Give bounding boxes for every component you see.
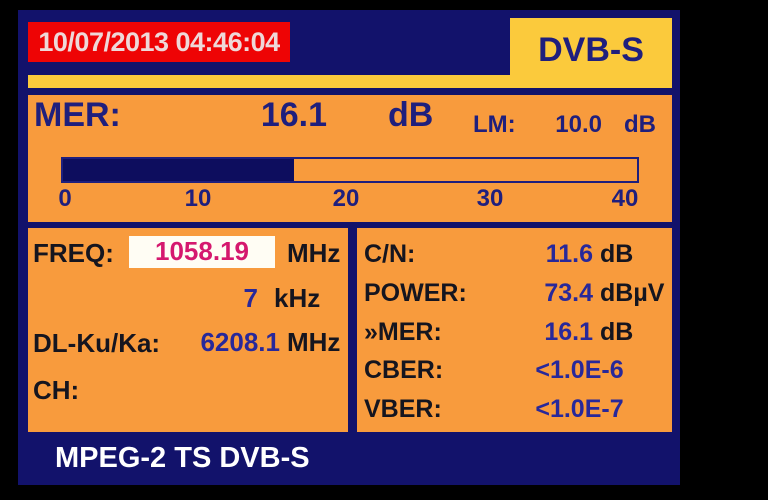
- mer-value: 16.1: [260, 96, 327, 134]
- stream-status: MPEG-2 TS DVB-S: [55, 442, 310, 474]
- cn-unit: dB: [600, 240, 634, 268]
- frequency-unit: MHz: [287, 238, 341, 268]
- datetime-display: 10/07/2013 04:46:04: [28, 22, 290, 62]
- downlink-value: 6208.1: [200, 327, 280, 357]
- step-unit: kHz: [274, 283, 321, 313]
- mer-gauge-fill: [63, 159, 295, 181]
- cber-value: <1.0E-6: [535, 356, 624, 384]
- mer-row-value: 16.1: [544, 318, 593, 346]
- downlink-unit: MHz: [287, 327, 341, 357]
- cn-value: 11.6: [545, 240, 593, 268]
- mer-label: MER:: [34, 96, 121, 134]
- power-value: 73.4: [544, 279, 593, 307]
- power-unit: dBµV: [600, 279, 665, 307]
- cber-label: CBER:: [364, 356, 444, 384]
- link-margin-unit: dB: [624, 111, 656, 138]
- mer-row-label: »MER:: [364, 318, 442, 346]
- link-margin-label: LM:: [473, 111, 516, 138]
- measurements-panel: C/N: 11.6 dB POWER: 73.4 dBµV »MER: 16.1…: [357, 228, 672, 432]
- channel-label: CH:: [33, 375, 80, 405]
- measurement-row-vber: VBER: <1.0E-7: [357, 395, 672, 427]
- measurement-row-mer: »MER: 16.1 dB: [357, 318, 672, 350]
- gauge-tick-20: 20: [332, 185, 360, 212]
- frequency-input[interactable]: 1058.19: [129, 236, 275, 268]
- header-divider-strip: [28, 75, 672, 88]
- mer-gauge: [61, 157, 639, 183]
- gauge-tick-40: 40: [611, 185, 639, 212]
- vber-label: VBER:: [364, 395, 442, 423]
- vber-value: <1.0E-7: [535, 395, 624, 423]
- measurement-row-cber: CBER: <1.0E-6: [357, 356, 672, 388]
- measurement-row-power: POWER: 73.4 dBµV: [357, 279, 672, 311]
- step-value: 7: [243, 283, 258, 313]
- link-margin-value: 10.0: [555, 111, 602, 138]
- gauge-tick-10: 10: [184, 185, 212, 212]
- tuning-panel: FREQ: 1058.19 MHz 7 kHz DL-Ku/Ka: 6208.1…: [28, 228, 348, 432]
- measurement-row-cn: C/N: 11.6 dB: [357, 240, 672, 272]
- power-label: POWER:: [364, 279, 467, 307]
- mer-panel: MER: 16.1 dB LM: 10.0 dB 0 10 20 30 40: [28, 95, 672, 222]
- frequency-label: FREQ:: [33, 238, 114, 268]
- mer-unit: dB: [388, 96, 434, 134]
- mer-row-unit: dB: [600, 318, 634, 346]
- cn-label: C/N:: [364, 240, 416, 268]
- meter-screen: 10/07/2013 04:46:04 DVB-S MER: 16.1 dB L…: [18, 10, 680, 485]
- downlink-label: DL-Ku/Ka:: [33, 328, 161, 358]
- gauge-tick-0: 0: [58, 185, 72, 212]
- gauge-tick-30: 30: [476, 185, 504, 212]
